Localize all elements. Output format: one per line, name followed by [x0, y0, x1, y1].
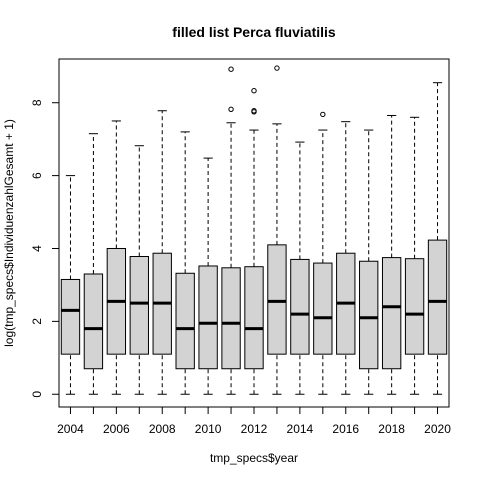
box-2008 — [152, 110, 172, 395]
outlier-point — [228, 66, 234, 72]
x-tick-label: 2006 — [103, 422, 130, 436]
box-2010 — [198, 157, 218, 395]
iqr-box — [290, 258, 310, 355]
x-axis-title: tmp_specs$year — [210, 451, 298, 465]
iqr-box — [313, 262, 333, 355]
y-tick-label: 4 — [30, 245, 44, 252]
x-tick-label: 2020 — [424, 422, 451, 436]
box-2007 — [129, 145, 149, 395]
outlier-point — [320, 111, 326, 118]
iqr-box — [244, 266, 264, 370]
iqr-box — [60, 278, 81, 355]
box-2012 — [244, 88, 264, 395]
iqr-box — [198, 265, 218, 370]
x-tick-label: 2010 — [195, 422, 222, 436]
boxes — [60, 65, 448, 395]
y-tick-label: 0 — [30, 391, 44, 398]
x-tick-label: 2012 — [241, 422, 268, 436]
y-axis-title: log(tmp_specs$IndividuenzahlGesamt + 1) — [2, 119, 16, 347]
iqr-box — [381, 257, 402, 370]
x-tick-label: 2008 — [149, 422, 176, 436]
outlier-point — [251, 108, 257, 114]
box-2005 — [83, 133, 104, 395]
iqr-box — [129, 256, 149, 355]
iqr-box — [267, 244, 287, 355]
x-tick-label: 2018 — [378, 422, 405, 436]
x-tick-label: 2016 — [332, 422, 359, 436]
iqr-box — [83, 273, 104, 370]
y-tick-label: 8 — [30, 99, 44, 106]
iqr-box — [359, 260, 379, 370]
x-tick-label: 2014 — [287, 422, 314, 436]
box-2016 — [336, 121, 356, 395]
iqr-box — [221, 267, 241, 370]
y-axis: 0 2 4 6 8 — [30, 99, 60, 398]
box-2011 — [221, 66, 241, 395]
box-2018 — [381, 114, 402, 395]
x-axis: 2004 2006 2008 2010 2012 2014 2016 2018 2020 — [57, 406, 451, 436]
box-2013 — [267, 65, 287, 395]
box-2020 — [427, 82, 448, 395]
y-tick-label: 2 — [30, 318, 44, 325]
box-2015 — [313, 111, 333, 395]
outlier-point — [274, 65, 280, 71]
outlier-point — [251, 88, 257, 94]
box-2014 — [290, 141, 310, 395]
box-2009 — [175, 131, 195, 395]
box-2019 — [404, 116, 425, 395]
chart-title: filled list Perca fluviatilis — [172, 24, 336, 40]
box-2004 — [60, 175, 81, 395]
iqr-box — [404, 258, 425, 355]
box-2006 — [106, 120, 127, 395]
iqr-box — [427, 239, 448, 355]
iqr-box — [175, 272, 195, 370]
y-tick-label: 6 — [30, 172, 44, 179]
box-2017 — [359, 129, 379, 395]
outlier-point — [228, 106, 234, 112]
x-tick-label: 2004 — [57, 422, 84, 436]
